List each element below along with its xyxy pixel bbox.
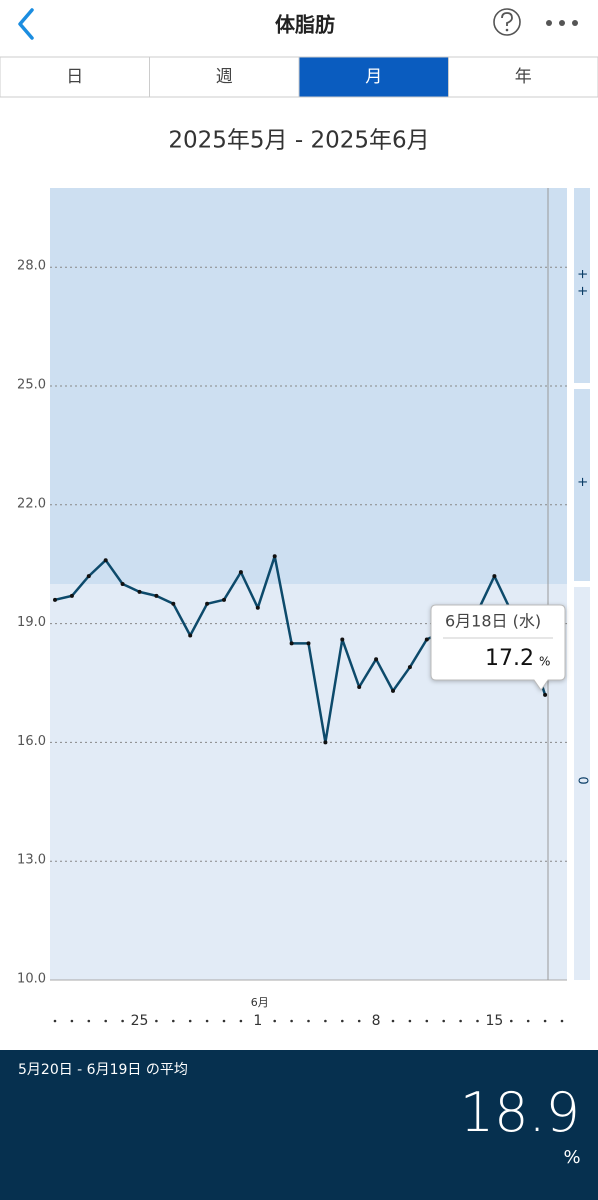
- data-point: [137, 589, 142, 594]
- data-point: [222, 597, 226, 602]
- tab-label: 月: [365, 67, 382, 87]
- x-tick-dot: [70, 1019, 74, 1023]
- x-tick-dot: [391, 1019, 395, 1023]
- x-tick-dot: [290, 1019, 293, 1023]
- summary-value: 18.9: [460, 1081, 580, 1144]
- data-point: [154, 593, 159, 598]
- range-label: +: [575, 477, 590, 494]
- period-tabs: 日週月年: [0, 56, 598, 98]
- y-tick-label: 16.0: [17, 734, 46, 749]
- x-tick-label: 15: [485, 1013, 503, 1029]
- x-tick-dot: [222, 1019, 226, 1023]
- x-tick-dot: [188, 1019, 192, 1023]
- x-tick-dot: [155, 1019, 158, 1023]
- page-title: 体脂肪: [275, 13, 335, 37]
- x-tick-dot: [442, 1019, 446, 1023]
- summary-unit: %: [563, 1147, 580, 1168]
- data-point: [391, 688, 395, 693]
- x-tick-label: 8: [372, 1013, 381, 1029]
- x-tick-dot: [341, 1019, 344, 1023]
- tab[interactable]: [448, 56, 598, 98]
- x-tick-dot: [324, 1019, 327, 1023]
- data-point: [69, 593, 74, 598]
- x-tick-dot: [543, 1019, 547, 1023]
- data-point: [205, 601, 210, 606]
- data-point: [120, 582, 125, 586]
- x-tick-dot: [560, 1019, 564, 1023]
- range-indicator: [574, 188, 590, 383]
- y-tick-label: 22.0: [17, 496, 46, 511]
- data-point: [492, 574, 497, 579]
- range-label: 0: [575, 776, 590, 790]
- range-label: ++: [575, 269, 590, 303]
- summary-label: 5月20日 - 6月19日 の平均: [18, 1062, 188, 1078]
- data-point: [407, 665, 412, 670]
- data-point: [53, 597, 57, 602]
- data-point: [357, 684, 362, 689]
- x-tick-label: 25: [131, 1013, 149, 1029]
- chart-title: 2025年5月 - 2025年6月: [168, 128, 429, 154]
- data-point: [543, 692, 548, 697]
- data-point: [188, 633, 193, 638]
- x-tick-dot: [205, 1019, 209, 1023]
- data-point: [171, 601, 176, 606]
- data-point: [289, 641, 294, 646]
- x-tick-dot: [53, 1019, 57, 1023]
- x-tick-dot: [425, 1019, 429, 1023]
- range-indicator: [574, 587, 590, 980]
- data-point: [340, 637, 345, 642]
- x-tick-dot: [307, 1019, 310, 1023]
- y-tick-label: 13.0: [17, 853, 46, 868]
- x-tick-dot: [357, 1019, 361, 1023]
- x-tick-dot: [172, 1019, 175, 1023]
- data-point: [103, 558, 108, 563]
- tooltip-unit: %: [539, 655, 550, 669]
- data-point: [374, 657, 379, 662]
- y-tick-label: 19.0: [17, 615, 46, 630]
- range-band: [50, 188, 567, 386]
- x-tick-dot: [121, 1019, 124, 1023]
- x-tick-dot: [510, 1019, 513, 1023]
- y-tick-label: 28.0: [17, 259, 46, 274]
- x-tick-dot: [459, 1019, 462, 1023]
- range-band: [50, 386, 567, 584]
- x-tick-dot: [526, 1019, 530, 1023]
- tooltip-value: 17.2: [485, 646, 534, 671]
- x-tick-label: 1: [253, 1013, 262, 1029]
- x-month-label: 6月: [251, 996, 269, 1009]
- x-tick-dot: [408, 1019, 412, 1023]
- x-tick-dot: [104, 1019, 107, 1023]
- tab-label: 週: [216, 67, 233, 87]
- data-point: [255, 605, 260, 610]
- x-tick-dot: [239, 1019, 243, 1023]
- data-point: [238, 570, 243, 575]
- y-tick-label: 25.0: [17, 378, 46, 393]
- tooltip: 6月18日 (水) 17.2 %: [430, 604, 566, 691]
- summary-panel: [0, 1050, 598, 1200]
- tab-label: 年: [515, 67, 532, 87]
- data-point: [272, 554, 277, 559]
- x-tick-dot: [273, 1019, 277, 1023]
- tooltip-date: 6月18日 (水): [445, 612, 541, 631]
- back-button[interactable]: [18, 8, 34, 40]
- data-point: [424, 637, 429, 642]
- data-point: [323, 740, 328, 745]
- menu-button[interactable]: [546, 20, 578, 26]
- tab[interactable]: [149, 56, 300, 98]
- data-point: [306, 641, 311, 646]
- tab[interactable]: [298, 56, 449, 98]
- x-tick-dot: [87, 1019, 91, 1023]
- range-indicator: [574, 389, 590, 581]
- y-tick-label: 10.0: [17, 972, 46, 987]
- help-button[interactable]: [493, 8, 521, 36]
- tab-label: 日: [66, 67, 83, 87]
- x-tick-dot: [476, 1019, 479, 1023]
- data-point: [86, 574, 91, 579]
